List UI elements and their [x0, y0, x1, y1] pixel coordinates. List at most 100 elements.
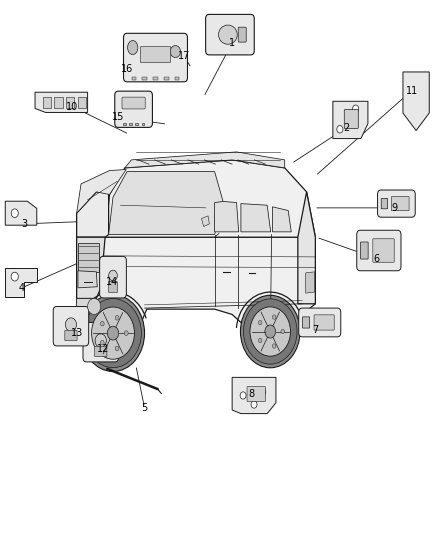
FancyBboxPatch shape [303, 317, 310, 328]
Polygon shape [109, 172, 223, 235]
Circle shape [11, 209, 18, 217]
Polygon shape [272, 207, 291, 232]
Text: 4: 4 [19, 283, 25, 293]
Text: 14: 14 [106, 278, 118, 287]
FancyBboxPatch shape [238, 27, 246, 42]
FancyBboxPatch shape [357, 230, 401, 271]
Text: 5: 5 [141, 403, 148, 413]
FancyBboxPatch shape [83, 322, 118, 362]
Polygon shape [215, 201, 239, 232]
FancyBboxPatch shape [299, 308, 341, 337]
Circle shape [107, 326, 119, 340]
Text: 1: 1 [229, 38, 235, 47]
FancyBboxPatch shape [109, 281, 117, 293]
Circle shape [251, 401, 257, 408]
Circle shape [353, 105, 359, 112]
Text: 15: 15 [112, 112, 124, 122]
FancyBboxPatch shape [314, 315, 334, 330]
Bar [153, 77, 158, 80]
Circle shape [272, 344, 276, 348]
Ellipse shape [127, 41, 138, 54]
Polygon shape [77, 298, 103, 312]
Ellipse shape [170, 46, 180, 58]
Polygon shape [77, 192, 109, 237]
FancyBboxPatch shape [122, 97, 145, 109]
FancyBboxPatch shape [100, 256, 126, 298]
Bar [43, 97, 51, 108]
FancyBboxPatch shape [206, 14, 254, 55]
Bar [123, 123, 126, 125]
Ellipse shape [219, 25, 237, 44]
Bar [135, 123, 138, 125]
Circle shape [337, 125, 343, 133]
Circle shape [100, 340, 104, 345]
Text: 12: 12 [97, 344, 109, 354]
Polygon shape [35, 92, 88, 112]
Polygon shape [5, 268, 37, 297]
FancyBboxPatch shape [360, 242, 368, 259]
Bar [54, 97, 63, 108]
Circle shape [244, 299, 297, 364]
Bar [141, 123, 144, 125]
FancyBboxPatch shape [95, 346, 107, 357]
FancyBboxPatch shape [53, 306, 88, 346]
Text: 8: 8 [249, 390, 255, 399]
Circle shape [281, 329, 285, 334]
Bar [131, 77, 136, 80]
Circle shape [81, 295, 145, 372]
FancyBboxPatch shape [247, 386, 265, 401]
Bar [175, 77, 180, 80]
Text: 13: 13 [71, 328, 83, 338]
Circle shape [95, 334, 106, 348]
FancyBboxPatch shape [381, 198, 388, 209]
Text: 17: 17 [178, 51, 190, 61]
Polygon shape [298, 192, 315, 304]
Bar [142, 77, 147, 80]
FancyBboxPatch shape [378, 190, 415, 217]
Circle shape [115, 346, 119, 351]
Text: 2: 2 [343, 123, 349, 133]
Circle shape [250, 307, 290, 356]
Polygon shape [78, 243, 99, 272]
FancyBboxPatch shape [373, 239, 394, 262]
Text: 6: 6 [374, 254, 380, 263]
Circle shape [265, 325, 276, 338]
Text: 11: 11 [406, 86, 418, 95]
Polygon shape [125, 152, 285, 168]
Polygon shape [241, 204, 271, 232]
Polygon shape [5, 201, 37, 225]
Bar [164, 77, 169, 80]
Polygon shape [78, 271, 97, 288]
Circle shape [85, 298, 141, 368]
Circle shape [258, 320, 262, 325]
Polygon shape [77, 237, 105, 298]
Text: 10: 10 [66, 102, 78, 111]
Text: 9: 9 [391, 203, 397, 213]
Circle shape [65, 318, 77, 332]
Polygon shape [77, 169, 126, 213]
Bar [129, 123, 132, 125]
Circle shape [92, 307, 134, 359]
Circle shape [109, 270, 117, 281]
Polygon shape [77, 160, 315, 237]
Text: 16: 16 [121, 64, 133, 74]
Circle shape [258, 338, 262, 343]
Polygon shape [77, 237, 315, 344]
FancyBboxPatch shape [140, 46, 170, 62]
Circle shape [240, 392, 246, 399]
Circle shape [11, 272, 18, 281]
Bar [78, 97, 86, 108]
FancyBboxPatch shape [124, 33, 187, 82]
Circle shape [260, 388, 266, 395]
Bar [66, 97, 74, 108]
Polygon shape [403, 72, 429, 131]
Circle shape [88, 298, 101, 314]
Circle shape [272, 315, 276, 319]
Text: 3: 3 [21, 219, 27, 229]
Text: 7: 7 [312, 326, 318, 335]
Circle shape [124, 331, 128, 335]
FancyBboxPatch shape [344, 110, 358, 128]
FancyBboxPatch shape [65, 330, 77, 341]
Circle shape [115, 316, 119, 320]
Polygon shape [333, 101, 368, 139]
